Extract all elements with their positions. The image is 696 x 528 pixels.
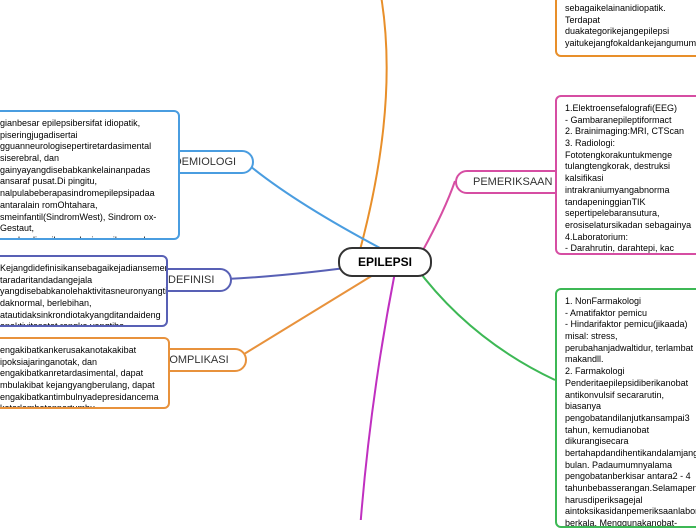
content-box-epidemiologi: gianbesar epilepsibersifat idiopatik, pi… xyxy=(0,110,180,240)
content-box-etiologi_top: sebagaikelainanidiopatik. Terdapat duaka… xyxy=(555,0,696,57)
content-box-penatalaksanaan: 1. NonFarmakologi - Amatifaktor pemicu -… xyxy=(555,288,696,528)
center-node[interactable]: EPILEPSI xyxy=(338,247,432,277)
content-box-penunjang: 1.Elektroensefalografi(EEG) - Gambaranep… xyxy=(555,95,696,255)
content-box-komplikasi: engakibatkankerusakanotakakibat ipoksiaj… xyxy=(0,337,170,409)
content-box-definisi: Kejangdidefinisikansebagaikejadiansemen … xyxy=(0,255,168,327)
